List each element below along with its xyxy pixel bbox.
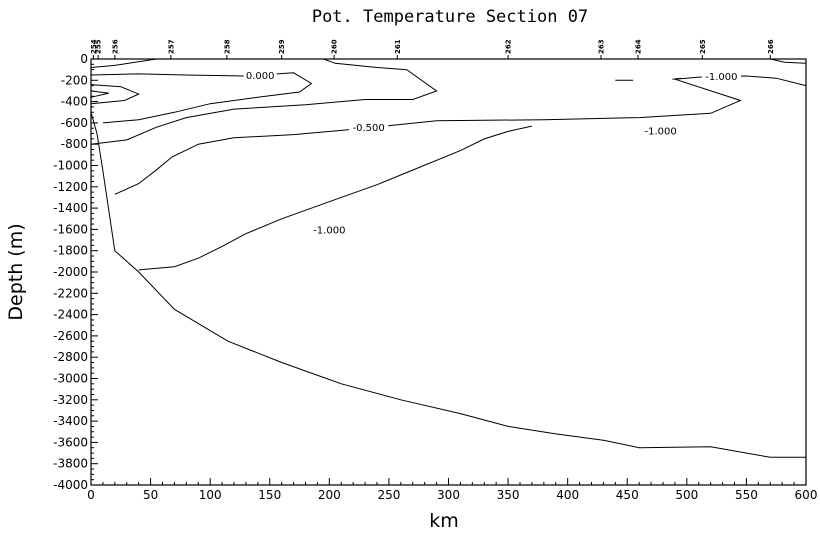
- y-tick-label: 0: [80, 52, 88, 66]
- contour-line: [90, 58, 438, 145]
- y-tick-label: -1600: [53, 222, 88, 236]
- y-tick-label: -1200: [53, 180, 88, 194]
- y-tick-label: -400: [61, 95, 88, 109]
- contour-label-bg: [309, 223, 349, 235]
- y-tick-label: -3600: [53, 435, 88, 449]
- y-tick-label: -1000: [53, 159, 88, 173]
- contour-line: [672, 77, 681, 80]
- station-label: 265: [699, 39, 707, 54]
- x-axis-label: km: [429, 510, 459, 532]
- y-tick-label: -200: [61, 73, 88, 87]
- x-tick-label: 600: [795, 488, 818, 502]
- y-tick-label: -800: [61, 137, 88, 151]
- y-tick-label: -3400: [53, 414, 88, 428]
- station-label: 255: [95, 39, 103, 54]
- contour-labels: 0.000 -0.500 -1.000 -1.000 -1.000: [243, 68, 741, 236]
- y-tick-label: -1400: [53, 201, 88, 215]
- station-label: 262: [505, 39, 513, 54]
- x-tick-label: 100: [199, 488, 222, 502]
- station-label: 263: [598, 39, 606, 54]
- y-tick-label: -2800: [53, 350, 88, 364]
- x-tick-label: 250: [377, 488, 400, 502]
- station-label: 257: [167, 39, 175, 54]
- contour-label: 0.000: [246, 71, 275, 82]
- y-tick-label: -2400: [53, 308, 88, 322]
- station-label: 254: [90, 39, 98, 54]
- contour-line: [90, 84, 140, 105]
- y-tick-label: -1800: [53, 244, 88, 258]
- x-tick-label: 50: [143, 488, 158, 502]
- station-label: 256: [111, 39, 119, 54]
- y-tick-label: -3200: [53, 393, 88, 407]
- x-tick-label: 450: [616, 488, 639, 502]
- y-tick-label: -2000: [53, 265, 88, 279]
- y-tick-label: -4000: [53, 478, 88, 492]
- contour-label-bg: [243, 68, 277, 80]
- contour-label-bg: [701, 70, 741, 82]
- y-tick-label: -3000: [53, 372, 88, 386]
- x-tick-label: 150: [258, 488, 281, 502]
- x-tick-label: 550: [735, 488, 758, 502]
- chart-title: Pot. Temperature Section 07: [312, 7, 588, 27]
- sea-floor-line: [90, 112, 806, 458]
- y-tick-label: -600: [61, 116, 88, 130]
- x-tick-label: 350: [497, 488, 520, 502]
- y-tick-label: -2200: [53, 286, 88, 300]
- contour-label: -0.500: [353, 123, 385, 134]
- contour-label: -1.000: [644, 126, 676, 137]
- x-tick-label: 200: [318, 488, 341, 502]
- contour-line: [770, 58, 807, 64]
- station-label: 258: [223, 39, 231, 54]
- contour-line: [90, 58, 157, 68]
- x-tick-label: 0: [87, 488, 95, 502]
- station-label: 266: [767, 39, 775, 54]
- plot-frame: [90, 58, 807, 486]
- contour-line: [90, 90, 110, 98]
- y-axis-label: Depth (m): [5, 223, 27, 320]
- x-tick-label: 400: [556, 488, 579, 502]
- station-label: 261: [394, 39, 402, 54]
- station-label: 260: [331, 39, 339, 54]
- contour-label-bg: [641, 124, 681, 136]
- contour-line: [138, 125, 533, 271]
- x-tick-label: 500: [675, 488, 698, 502]
- x-tick-label: 300: [437, 488, 460, 502]
- axes: 0 50 100 150 200 250 300 350 400 450 500 550 600 0 -20…: [53, 52, 817, 502]
- contour-lines: [90, 58, 807, 458]
- contour-line: [90, 72, 313, 124]
- contour-line: [114, 75, 807, 195]
- station-label: 264: [634, 39, 642, 54]
- y-tick-label: -2600: [53, 329, 88, 343]
- contour-label: -1.000: [313, 225, 345, 236]
- station-label: 259: [278, 39, 286, 54]
- contour-label-bg: [349, 121, 389, 133]
- contour-label: -1.000: [705, 72, 737, 83]
- y-tick-label: -3800: [53, 457, 88, 471]
